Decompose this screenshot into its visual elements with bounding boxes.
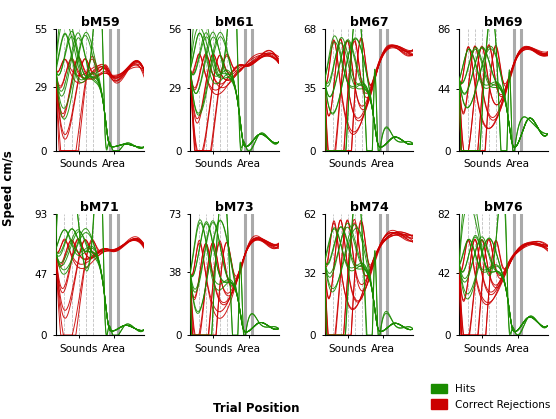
Title: bM76: bM76	[484, 201, 523, 214]
Title: bM59: bM59	[81, 16, 119, 29]
Title: bM73: bM73	[215, 201, 254, 214]
Text: Speed cm/s: Speed cm/s	[2, 151, 15, 226]
Title: bM69: bM69	[484, 16, 523, 29]
Title: bM71: bM71	[81, 201, 119, 214]
Title: bM67: bM67	[350, 16, 388, 29]
Text: Trial Position: Trial Position	[212, 402, 299, 415]
Title: bM74: bM74	[350, 201, 388, 214]
Title: bM61: bM61	[215, 16, 254, 29]
Legend: Hits, Correct Rejections: Hits, Correct Rejections	[431, 384, 551, 410]
